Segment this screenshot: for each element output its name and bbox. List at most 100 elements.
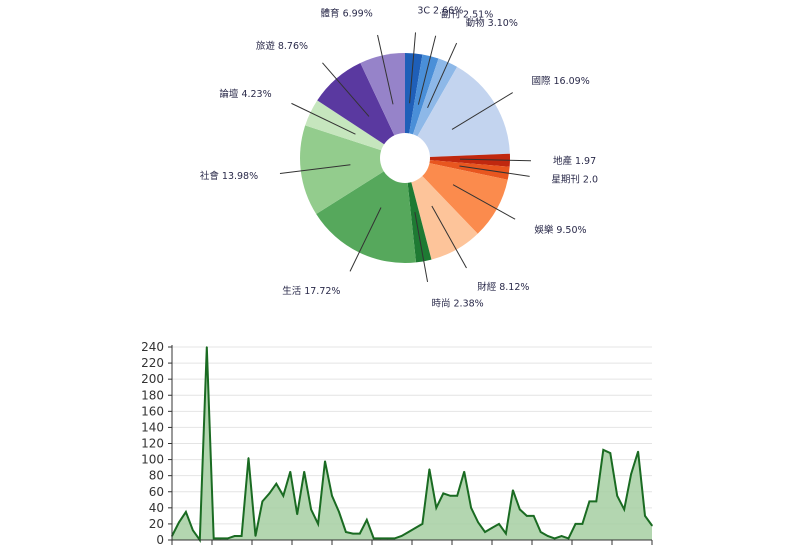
y-tick-label-1: 20 (149, 517, 164, 531)
pie-leader-7 (431, 205, 467, 269)
y-tick-label-12: 240 (141, 340, 164, 354)
data-point-57 (567, 537, 570, 540)
y-tick-label-0: 0 (156, 533, 164, 545)
data-point-8 (226, 537, 229, 540)
data-point-47 (498, 523, 500, 525)
pie-slice-9 (316, 158, 417, 263)
pie-slice-8 (405, 158, 432, 263)
data-point-18 (296, 513, 299, 516)
pie-slice-4 (405, 153, 510, 167)
data-point-41 (456, 494, 459, 497)
x-axis-ticks (171, 540, 653, 545)
data-point-9 (233, 535, 236, 537)
data-point-39 (442, 492, 445, 495)
pie-slice-5 (405, 158, 510, 180)
data-point-60 (588, 500, 591, 503)
pie-slice-6 (405, 158, 508, 234)
data-point-35 (414, 527, 417, 529)
pie-label-8: 時尚 2.38% (431, 298, 483, 310)
pie-label-11: 論壇 4.23% (219, 88, 271, 100)
pie-label-4: 地產 1.97 (553, 155, 596, 167)
pie-label-5: 星期刊 2.0 (551, 174, 598, 186)
data-point-64 (616, 494, 619, 497)
data-point-67 (637, 450, 639, 453)
data-point-38 (435, 507, 438, 509)
y-tick-label-5: 100 (141, 453, 164, 467)
data-point-15 (275, 482, 278, 485)
pie-leader-3 (451, 92, 513, 130)
pie-leader-lines (279, 32, 531, 283)
data-point-30 (379, 537, 382, 540)
data-point-1 (178, 521, 180, 524)
data-point-31 (386, 537, 389, 540)
data-point-66 (630, 473, 632, 475)
y-tick-label-8: 160 (141, 404, 164, 418)
data-point-11 (247, 457, 250, 459)
pie-leader-4 (459, 158, 531, 162)
pie-leader-13 (377, 34, 394, 105)
pie-slice-13 (360, 53, 405, 158)
pie-slice-10 (300, 125, 405, 215)
y-tick-label-7: 140 (141, 420, 164, 434)
data-point-22 (324, 460, 326, 462)
pie-leader-12 (322, 62, 370, 117)
y-tick-label-11: 220 (141, 356, 164, 370)
pie-slice-1 (405, 54, 439, 158)
pie-label-2: 動物 3.10% (466, 17, 518, 29)
data-point-10 (240, 535, 243, 537)
donut-hole (380, 133, 430, 183)
data-point-3 (192, 529, 194, 532)
data-point-45 (484, 531, 486, 533)
data-point-12 (254, 535, 257, 537)
pie-label-0: 3C 2.66% (417, 6, 463, 17)
data-point-65 (623, 508, 625, 511)
data-point-58 (574, 523, 577, 525)
area-chart: 0 20 40 60 80 100 120 140 160 180 200 220 240 (141, 340, 653, 545)
y-axis-ticks: 0 20 40 60 80 100 120 140 160 180 200 220 240 (141, 340, 172, 545)
data-point-27 (359, 532, 361, 535)
pie-slice-12 (317, 62, 405, 158)
data-point-25 (345, 531, 347, 533)
pie-label-9: 生活 17.72% (282, 285, 340, 297)
data-point-63 (609, 452, 612, 454)
pie-leader-9 (349, 207, 382, 272)
data-point-2 (185, 511, 187, 513)
data-point-14 (268, 492, 271, 495)
pie-leader-1 (417, 35, 437, 105)
pie-slice-0 (405, 53, 423, 158)
donut-chart: 3C 2.66%副刊 2.51%動物 3.10% 國際 16.09% 地產 1.97… (200, 6, 598, 310)
data-point-61 (595, 500, 598, 503)
y-tick-label-10: 200 (141, 372, 164, 386)
data-point-24 (338, 511, 340, 513)
data-point-62 (602, 449, 605, 451)
pie-slice-11 (305, 100, 405, 158)
data-point-20 (310, 508, 312, 511)
pie-slice-3 (405, 66, 510, 158)
pie-label-3: 國際 16.09% (531, 75, 589, 87)
data-point-21 (317, 523, 319, 525)
pie-leader-6 (452, 184, 516, 220)
data-point-53 (539, 531, 542, 533)
data-point-69 (651, 524, 653, 527)
y-tick-label-9: 180 (141, 388, 164, 402)
y-tick-label-2: 40 (149, 501, 164, 515)
data-point-19 (303, 470, 305, 473)
pie-slice-7 (405, 158, 478, 260)
data-point-26 (352, 532, 354, 535)
y-tick-label-6: 120 (141, 437, 164, 451)
data-point-7 (219, 537, 222, 540)
data-point-42 (463, 470, 465, 473)
pie-label-1: 副刊 2.51% (441, 8, 493, 20)
data-point-32 (393, 537, 396, 540)
pie-slice-2 (405, 58, 458, 158)
data-point-13 (261, 500, 264, 503)
data-point-56 (560, 535, 563, 537)
data-point-28 (365, 519, 368, 521)
data-point-44 (477, 521, 479, 524)
data-point-33 (400, 535, 403, 537)
data-point-23 (331, 494, 333, 497)
pie-leader-0 (409, 32, 417, 104)
data-point-48 (505, 532, 507, 535)
pie-leader-5 (459, 165, 530, 177)
data-point-54 (546, 535, 549, 537)
